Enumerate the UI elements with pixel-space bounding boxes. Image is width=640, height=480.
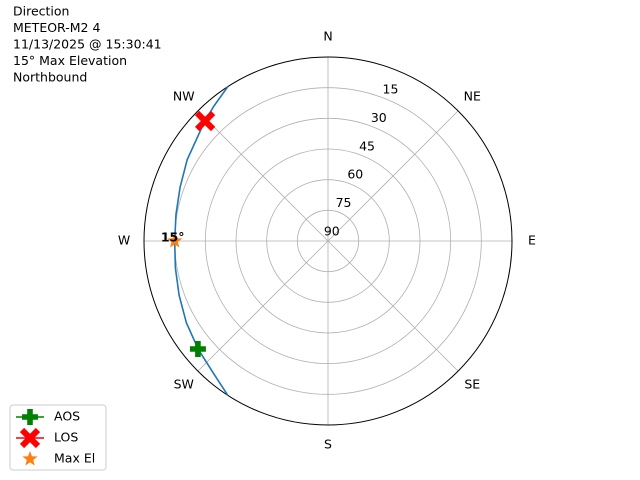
r-tick-label: 45 bbox=[359, 138, 375, 153]
legend-label: LOS bbox=[54, 430, 78, 445]
marker-plus bbox=[22, 409, 38, 426]
marker-x bbox=[19, 427, 41, 449]
radial-grid-ring bbox=[204, 117, 452, 365]
theta-tick-label: S bbox=[324, 437, 332, 452]
title-line: 15° Max Elevation bbox=[13, 53, 127, 68]
r-tick-label: 90 bbox=[324, 223, 340, 238]
r-tick-label: 30 bbox=[371, 110, 387, 125]
radial-grid-ring bbox=[235, 148, 421, 334]
theta-tick-label: NE bbox=[464, 88, 481, 103]
theta-tick-label: N bbox=[323, 29, 332, 44]
value-label: 15° bbox=[161, 230, 185, 245]
radial-grid-ring bbox=[266, 179, 390, 303]
title-line: Direction bbox=[13, 4, 69, 19]
title-line: 11/13/2025 @ 15:30:41 bbox=[13, 37, 162, 52]
legend-label: AOS bbox=[54, 409, 80, 424]
title-line: Northbound bbox=[13, 70, 87, 85]
marker-star bbox=[167, 233, 183, 248]
marker-x bbox=[194, 110, 216, 132]
theta-tick-label: SW bbox=[174, 377, 194, 392]
theta-tick-label: NW bbox=[173, 88, 195, 103]
marker-plus bbox=[189, 341, 206, 358]
legend: AOS LOS Max El bbox=[9, 404, 107, 471]
title-line: METEOR-M2 4 bbox=[13, 20, 100, 35]
marker-star bbox=[22, 451, 38, 466]
r-tick-label: 75 bbox=[336, 195, 352, 210]
r-tick-label: 15 bbox=[383, 82, 399, 97]
theta-tick-label: E bbox=[528, 233, 536, 248]
radial-grid-ring bbox=[296, 209, 360, 273]
legend-box bbox=[9, 404, 107, 471]
r-tick-label: 60 bbox=[347, 167, 363, 182]
legend-label: Max El bbox=[54, 451, 95, 466]
theta-tick-label: W bbox=[118, 233, 130, 248]
polar-frame bbox=[143, 56, 513, 426]
theta-tick-label: SE bbox=[464, 377, 480, 392]
